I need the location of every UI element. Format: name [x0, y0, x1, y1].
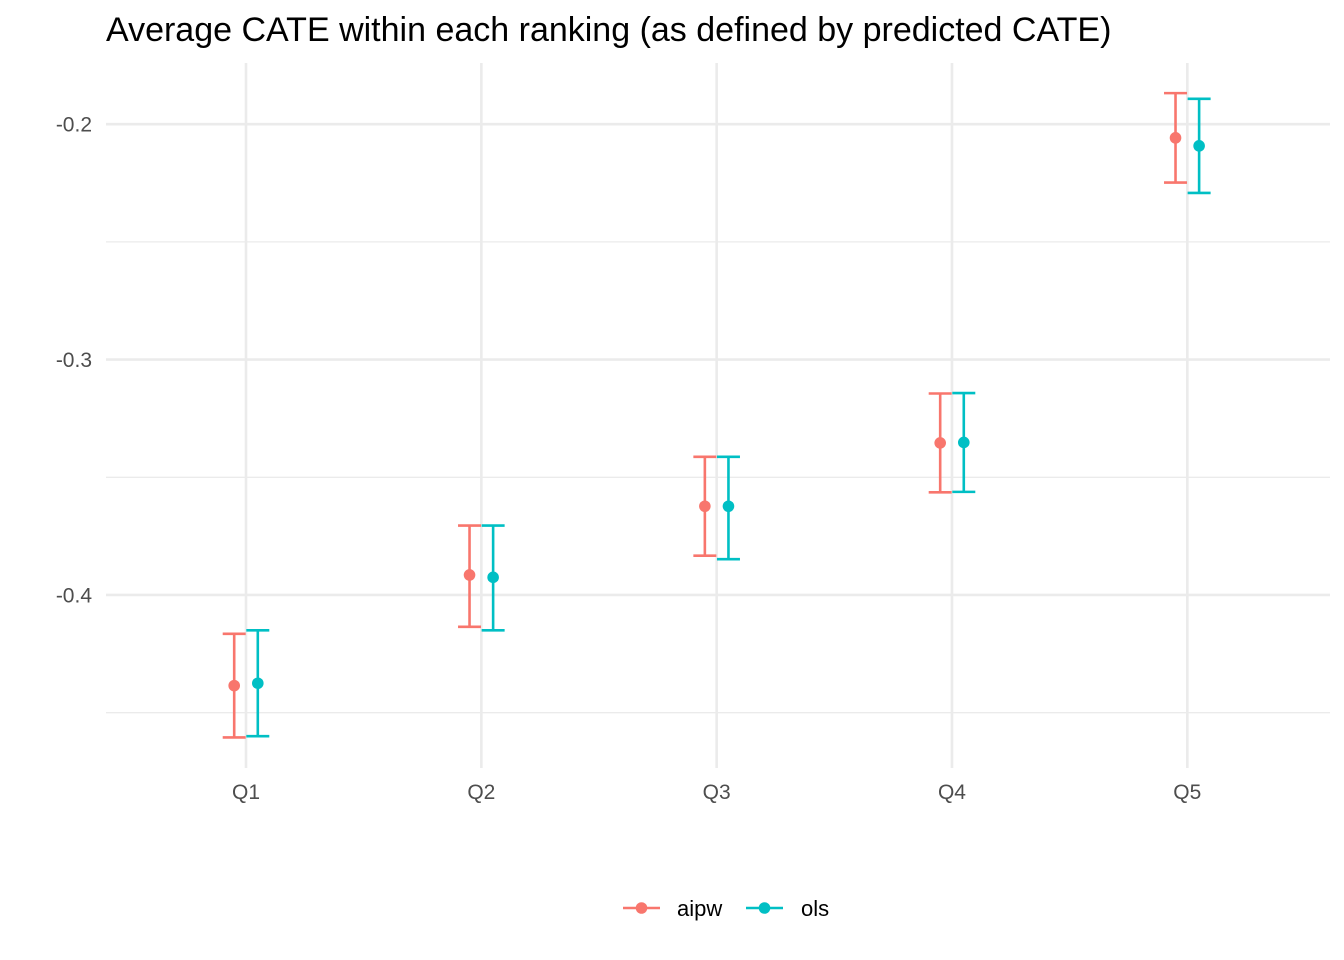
x-tick-label: Q2: [467, 781, 495, 804]
legend-item-ols: ols: [746, 896, 829, 921]
legend-item-aipw: aipw: [623, 896, 722, 921]
data-point: [1169, 132, 1182, 144]
data-point: [251, 677, 264, 690]
data-point: [722, 500, 735, 513]
data-point: [228, 679, 240, 692]
data-point: [934, 437, 946, 449]
legend: aipw ols: [623, 896, 829, 921]
legend-key-point: [635, 902, 648, 914]
series-ols: [246, 97, 1211, 738]
legend-key-point: [758, 902, 771, 914]
data-point: [957, 436, 970, 449]
legend-label: ols: [801, 896, 829, 921]
x-tick-label: Q4: [938, 781, 966, 804]
grid: [106, 63, 1330, 768]
data-point: [699, 500, 711, 513]
data-point: [463, 569, 476, 581]
legend-label: aipw: [677, 896, 722, 921]
chart-title: Average CATE within each ranking (as def…: [106, 11, 1111, 49]
y-tick-label: -0.3: [56, 349, 92, 372]
y-axis-ticks: -0.4 -0.3 -0.2: [56, 114, 93, 608]
data-point: [1193, 140, 1205, 152]
data-point: [487, 571, 499, 584]
series-aipw: [222, 91, 1188, 739]
x-tick-label: Q3: [703, 781, 731, 804]
x-tick-label: Q5: [1173, 781, 1201, 804]
data-marks: [222, 91, 1211, 739]
x-tick-label: Q1: [232, 781, 260, 804]
y-tick-label: -0.2: [56, 114, 92, 137]
y-tick-label: -0.4: [56, 584, 93, 607]
x-axis-ticks: Q1 Q2 Q3 Q4 Q5: [232, 781, 1201, 804]
